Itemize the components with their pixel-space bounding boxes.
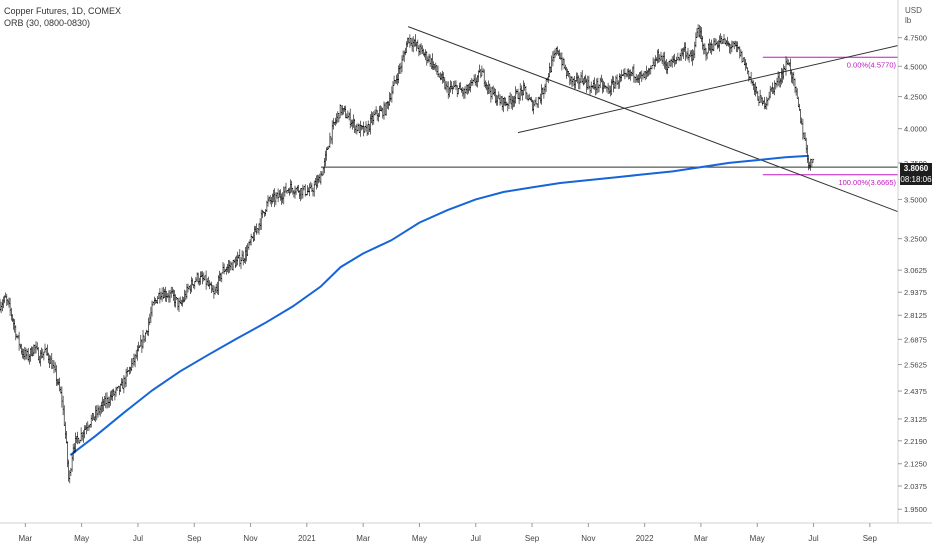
price-bar bbox=[811, 158, 815, 163]
time-tick-label: Jul bbox=[471, 534, 481, 543]
time-tick-label: Mar bbox=[18, 534, 32, 543]
price-bar bbox=[17, 331, 21, 351]
currency-label: USD bbox=[905, 6, 922, 15]
price-tick-label: 3.2500 bbox=[904, 235, 927, 244]
price-bar bbox=[0, 301, 3, 314]
current-price-badge: 3.8060 08:18:06 bbox=[900, 163, 932, 185]
descending-trendline bbox=[408, 26, 899, 213]
price-tick-label: 2.1250 bbox=[904, 460, 927, 469]
price-tick-label: 2.4375 bbox=[904, 387, 927, 396]
price-bars bbox=[0, 24, 815, 484]
current-price-value: 3.8060 bbox=[903, 164, 929, 173]
price-tick-label: 1.9500 bbox=[904, 505, 927, 514]
price-tick-label: 2.3125 bbox=[904, 415, 927, 424]
time-tick-label: Mar bbox=[356, 534, 370, 543]
price-tick-label: 3.0625 bbox=[904, 266, 927, 275]
price-bar bbox=[43, 343, 47, 353]
fib-level-0-label: 0.00%(4.5770) bbox=[847, 60, 897, 69]
time-tick-label: Nov bbox=[243, 534, 257, 543]
price-tick-label: 2.2190 bbox=[904, 437, 927, 446]
price-tick-label: 2.9375 bbox=[904, 288, 927, 297]
time-tick-label: Jul bbox=[808, 534, 818, 543]
fibonacci-retracement[interactable]: 0.00%(4.5770) 100.00%(3.6665) bbox=[762, 56, 898, 187]
price-bar bbox=[144, 332, 147, 342]
time-tick-label: 2022 bbox=[636, 534, 654, 543]
time-tick-label: May bbox=[750, 534, 765, 543]
time-tick-label: May bbox=[74, 534, 89, 543]
price-bar bbox=[424, 49, 427, 61]
price-bar bbox=[381, 107, 384, 119]
moving-average-line bbox=[69, 154, 808, 456]
ascending-trendline bbox=[517, 45, 899, 134]
price-bar bbox=[174, 294, 177, 308]
price-tick-label: 2.5625 bbox=[904, 361, 927, 370]
moving-average-layer bbox=[69, 154, 808, 456]
price-bar bbox=[225, 266, 228, 275]
time-tick-label: Sep bbox=[525, 534, 540, 543]
indicator-legend[interactable]: ORB (30, 0800-0830) bbox=[4, 18, 91, 28]
price-bar bbox=[588, 85, 592, 95]
price-tick-label: 4.5000 bbox=[904, 62, 927, 71]
price-bar bbox=[261, 209, 264, 219]
fib-level-100-label: 100.00%(3.6665) bbox=[838, 178, 896, 187]
trendlines-layer[interactable] bbox=[320, 26, 899, 213]
time-tick-label: Sep bbox=[187, 534, 202, 543]
time-tick-label: Jul bbox=[133, 534, 143, 543]
symbol-title: Copper Futures, 1D, COMEX bbox=[4, 6, 122, 16]
price-axis[interactable]: 4.75004.50004.25004.00003.75003.50003.25… bbox=[897, 0, 927, 523]
time-tick-label: Sep bbox=[863, 534, 878, 543]
price-tick-label: 3.5000 bbox=[904, 195, 927, 204]
time-axis[interactable]: Mar May Jul Sep Nov 2021 Mar May Jul Sep Nov 2022 Ma… bbox=[0, 522, 932, 543]
time-tick-label: May bbox=[412, 534, 427, 543]
price-bar bbox=[797, 96, 800, 108]
unit-label: lb bbox=[905, 16, 912, 25]
price-tick-label: 4.0000 bbox=[904, 125, 927, 134]
time-tick-label: Mar bbox=[694, 534, 708, 543]
price-tick-label: 4.7500 bbox=[904, 34, 927, 43]
price-tick-label: 2.8125 bbox=[904, 311, 927, 320]
price-bar bbox=[605, 86, 609, 93]
price-tick-label: 2.0375 bbox=[904, 482, 927, 491]
bar-countdown: 08:18:06 bbox=[900, 175, 932, 184]
price-tick-label: 2.6875 bbox=[904, 335, 927, 344]
price-tick-label: 4.2500 bbox=[904, 93, 927, 102]
time-tick-label: Nov bbox=[581, 534, 595, 543]
time-tick-label: 2021 bbox=[298, 534, 316, 543]
price-bar bbox=[14, 325, 17, 341]
